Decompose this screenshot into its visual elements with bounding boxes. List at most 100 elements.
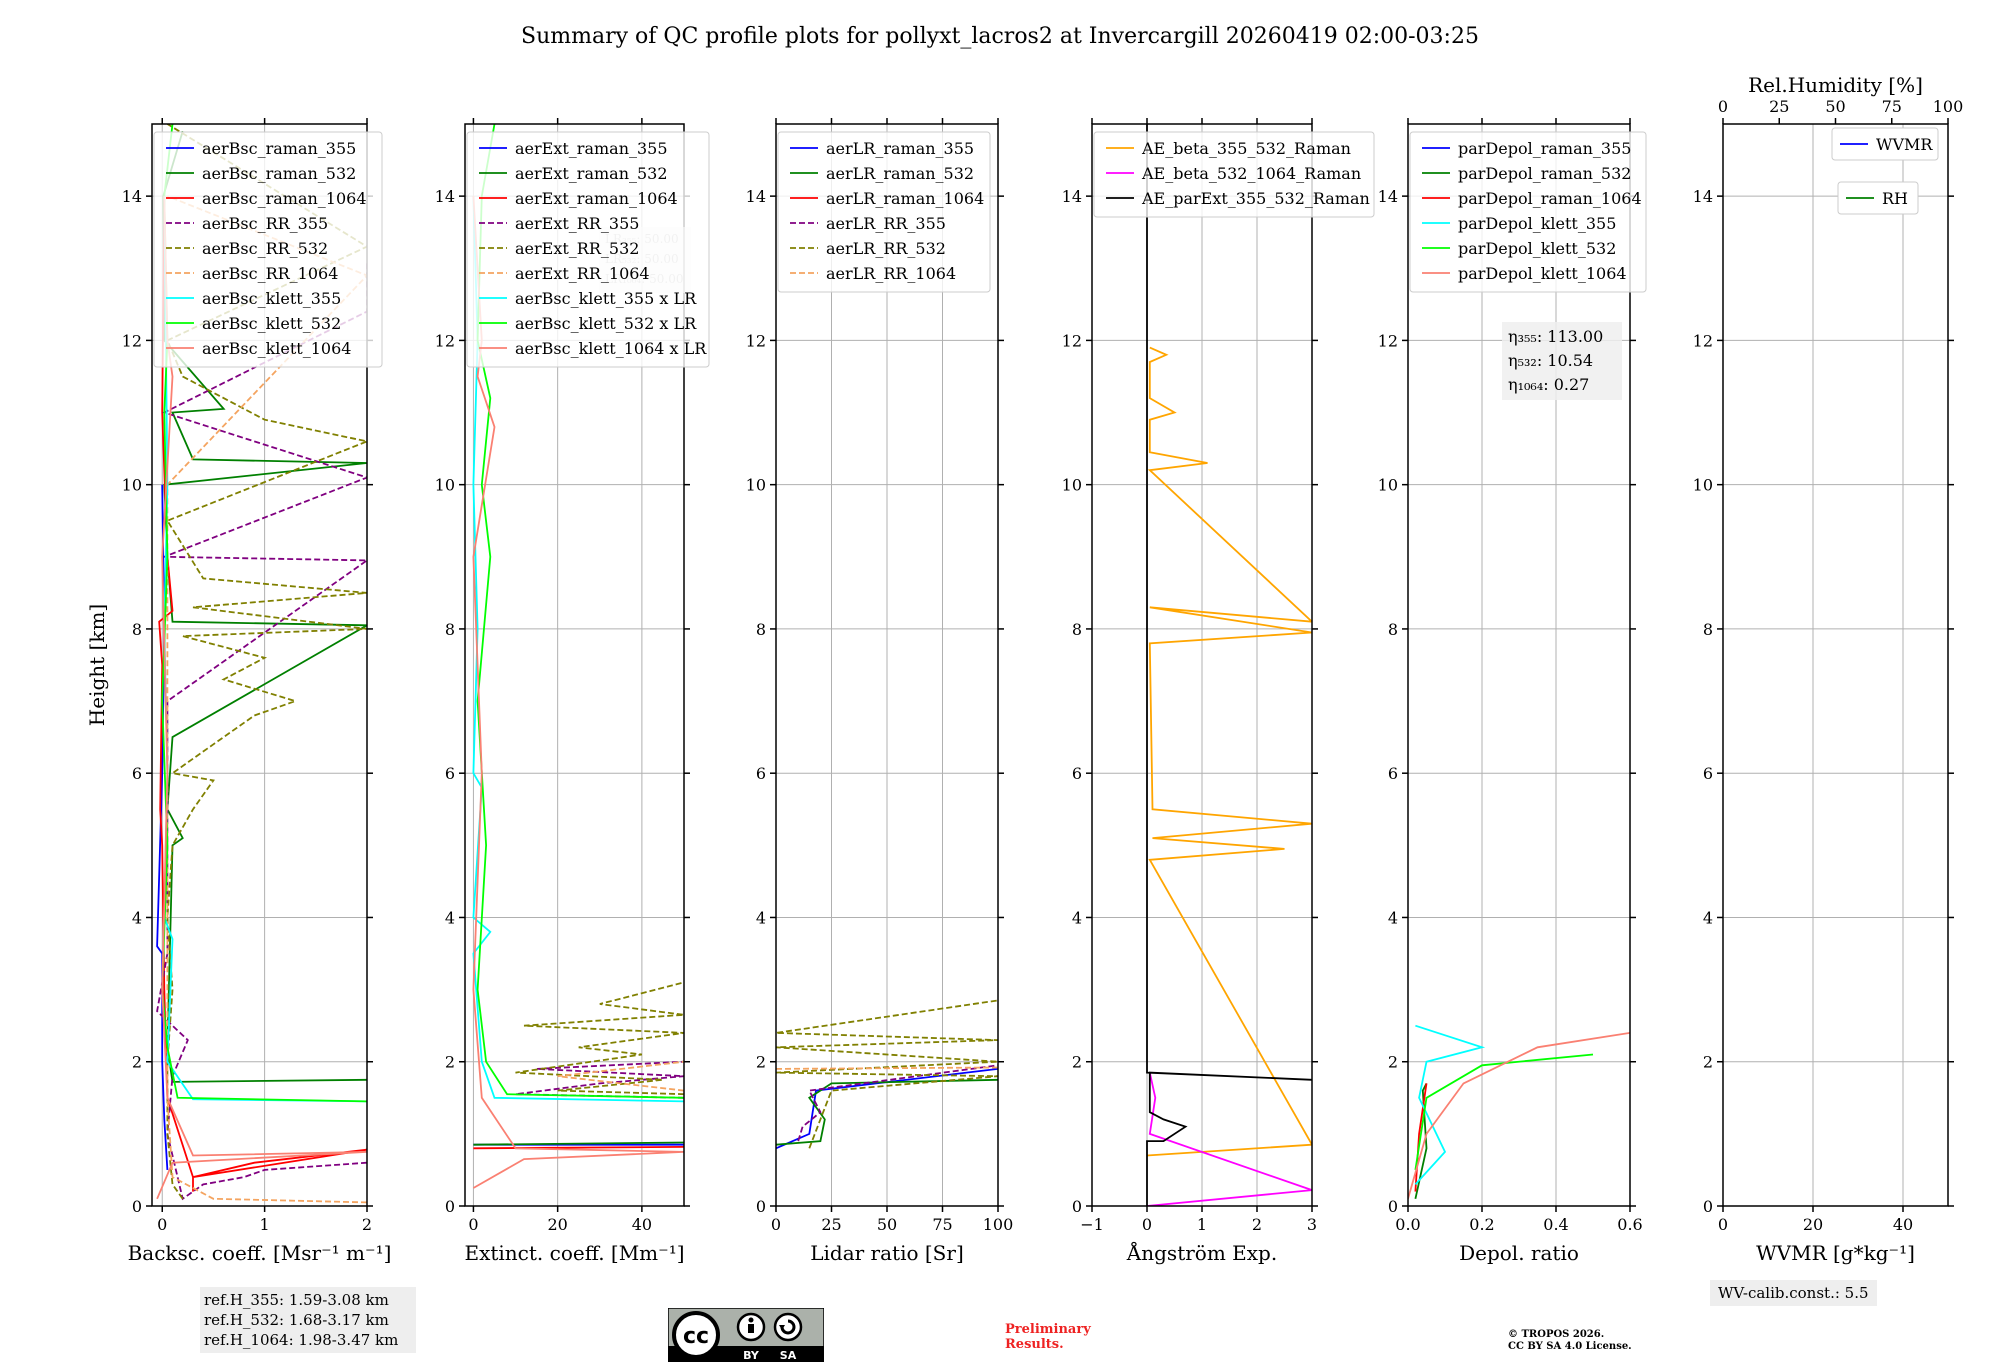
y-tick-label: 0 [756, 1197, 766, 1216]
legend-label: aerBsc_RR_1064 [202, 264, 338, 283]
legend-label: RH [1882, 189, 1908, 208]
y-tick-label: 12 [1062, 331, 1082, 350]
series-line-aerext-raman-1064 [473, 1146, 684, 1150]
y-tick-label: 6 [445, 764, 455, 783]
cc-icon [672, 1311, 720, 1359]
annotation-text: η₅₃₂: 10.54 [1508, 351, 1593, 370]
panel-depol: 0 2 4 6 8 10 12 14 0.0 0.2 0.4 0.6 Depol. ratio η₃₅₅:… [1378, 118, 1647, 1265]
y-tick-label: 14 [1693, 187, 1713, 206]
legend-label: aerExt_raman_355 [515, 139, 668, 158]
legend-frame [1409, 131, 1647, 293]
x-axis-label: Backsc. coeff. [Msr⁻¹ m⁻¹] [128, 1241, 392, 1265]
y-tick-label: 6 [1388, 764, 1398, 783]
y-tick-label: 2 [1072, 1053, 1082, 1072]
legend-label: aerLR_RR_1064 [826, 264, 956, 283]
y-tick-label: 0 [132, 1197, 142, 1216]
axes-frame [151, 123, 368, 1207]
y-tick-label: 12 [1378, 331, 1398, 350]
x-tick-label: 0.0 [1395, 1215, 1420, 1234]
annotation-text: η₃₅₅: 113.00 [1508, 327, 1603, 346]
legend: aerBsc_raman_355 aerBsc_raman_532 aerBsc_r… [153, 131, 383, 368]
series-line-aerbsc-rr-355 [156, 261, 367, 1201]
series-line-ae-beta-532-1064-raman [1146, 1072, 1312, 1206]
y-tick-label: 6 [132, 764, 142, 783]
cc-badge-graphic: cc BY SA [667, 1307, 825, 1363]
legend-label: aerBsc_klett_1064 [202, 339, 351, 358]
x-axis-label: Extinct. coeff. [Mm⁻¹] [464, 1241, 684, 1265]
y-tick-label: 10 [746, 476, 766, 495]
legend-label: parDepol_raman_532 [1458, 164, 1631, 183]
axes-frame [1722, 123, 1949, 1207]
share-alike-icon [773, 1312, 803, 1342]
y-tick-label: 12 [1693, 331, 1713, 350]
annotation-box [1502, 322, 1622, 400]
axes-frame [775, 123, 999, 1207]
x-tick-label: 100 [983, 1215, 1014, 1234]
y-tick-label: 0 [1388, 1197, 1398, 1216]
x-tick-label: 0 [771, 1215, 781, 1234]
series-line-aerbsc-klett-1064-x-lr [472, 196, 684, 1189]
x-tick-label: 75 [932, 1215, 952, 1234]
y-tick-label: 8 [132, 620, 142, 639]
legend-label: aerBsc_RR_532 [202, 239, 328, 258]
y-tick-label: 8 [1072, 620, 1082, 639]
series-line-aerlr-rr-355 [797, 1064, 998, 1142]
legend-label: aerExt_raman_532 [515, 164, 668, 183]
legend: aerLR_raman_355 aerLR_raman_532 aerLR_rama… [777, 131, 991, 293]
series-line-aerlr-raman-532 [776, 1078, 998, 1146]
legend-label: aerExt_raman_1064 [515, 189, 678, 208]
y-tick-label: 10 [1693, 476, 1713, 495]
y-tick-label: 0 [1072, 1197, 1082, 1216]
legend-label: aerBsc_klett_355 [202, 289, 341, 308]
y-tick-label: 14 [1378, 187, 1398, 206]
x2-tick-label: 25 [1769, 97, 1789, 116]
legend-label: aerExt_RR_1064 [515, 264, 650, 283]
cc-license-badge: cc BY SA [667, 1307, 825, 1363]
y-tick-label: 6 [756, 764, 766, 783]
series-line-aerext-rr-1064 [557, 1060, 684, 1092]
preliminary-line-1: Preliminary [1005, 1322, 1091, 1337]
y-tick-label: 2 [1388, 1053, 1398, 1072]
copyright-line-1: © TROPOS 2026. [1508, 1329, 1605, 1340]
copyright-line-2: CC BY SA 4.0 License. [1508, 1341, 1632, 1352]
y-tick-label: 8 [445, 620, 455, 639]
y-tick-label: 10 [1062, 476, 1082, 495]
x2-axis-label: Rel.Humidity [%] [1748, 73, 1923, 97]
legend-label: aerLR_raman_355 [826, 139, 974, 158]
legend-label: aerBsc_klett_1064 x LR [515, 339, 707, 358]
legend-label: AE_parExt_355_532_Raman [1141, 189, 1370, 208]
series-line-aerbsc-raman-1064 [158, 196, 367, 1192]
x-axis-label: Ångström Exp. [1126, 1240, 1277, 1265]
y-tick-label: 6 [1703, 764, 1713, 783]
y-tick-label: 14 [435, 187, 455, 206]
legend-label: aerBsc_klett_532 x LR [515, 314, 697, 333]
legend-label: AE_beta_532_1064_Raman [1141, 164, 1361, 183]
ref-height-532: ref.H_532: 1.68-3.17 km [204, 1311, 389, 1329]
y-tick-label: 0 [1703, 1197, 1713, 1216]
legend-frame [153, 131, 383, 368]
wv-calibration-box: WV-calib.const.: 5.5 [1710, 1280, 1877, 1306]
preliminary-results-note: Preliminary Results. [1005, 1322, 1091, 1352]
y-tick-label: 10 [435, 476, 455, 495]
plot-area [1146, 124, 1312, 1206]
legend-frame [1837, 181, 1919, 215]
x-tick-label: 25 [821, 1215, 841, 1234]
x2-tick-label: 0 [1718, 97, 1728, 116]
y-tick-label: 4 [756, 908, 766, 927]
axes-frame [1091, 123, 1313, 1207]
y-tick-label: 2 [445, 1053, 455, 1072]
legend-label: parDepol_raman_355 [1458, 139, 1631, 158]
series-line-aerlr-rr-532 [776, 999, 998, 1149]
legend-label: aerBsc_klett_355 x LR [515, 289, 697, 308]
series-line-pardepol-raman-1064 [1414, 1083, 1428, 1192]
y-tick-label: 2 [756, 1053, 766, 1072]
x-tick-label: 1 [1197, 1215, 1207, 1234]
series-line-pardepol-klett-532 [1414, 1053, 1594, 1171]
x-axis-label: Depol. ratio [1459, 1241, 1579, 1265]
legend-label: aerLR_raman_1064 [826, 189, 984, 208]
legend-label: parDepol_klett_1064 [1458, 264, 1627, 283]
y-tick-label: 4 [445, 908, 455, 927]
